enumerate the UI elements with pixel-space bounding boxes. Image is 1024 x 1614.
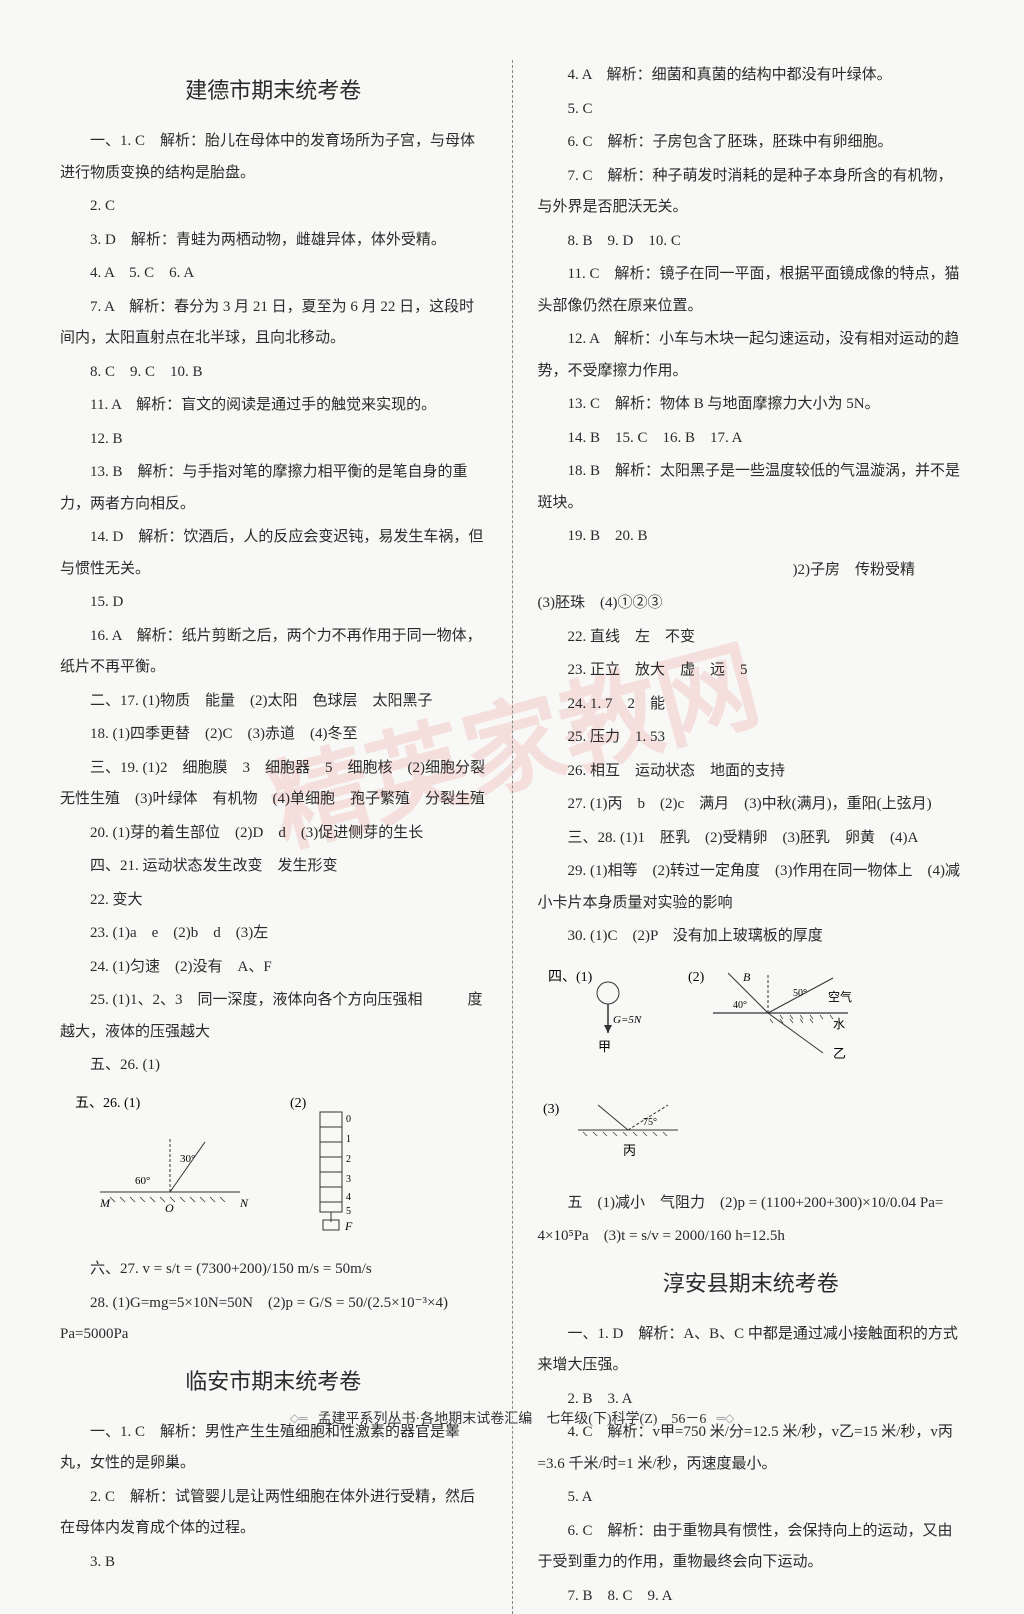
text-line: 27. (1)丙 b (2)c 满月 (3)中秋(满月)，重阳(上弦月) xyxy=(538,789,965,821)
svg-text:75°: 75° xyxy=(643,1117,657,1128)
text-line: 8. B 9. D 10. C xyxy=(538,226,965,258)
text-line: 12. B xyxy=(60,424,487,456)
text-line: 22. 直线 左 不变 xyxy=(538,622,965,654)
svg-text:O: O xyxy=(165,1201,174,1215)
text-line: 7. A 解析：春分为 3 月 21 日，夏至为 6 月 22 日，这段时间内，… xyxy=(60,292,487,355)
svg-text:(2): (2) xyxy=(290,1096,307,1111)
text-line: 26. 相互 运动状态 地面的支持 xyxy=(538,756,965,788)
text-line: 6. C 解析：由于重物具有惯性，会保持向上的运动，又由于受到重力的作用，重物最… xyxy=(538,1516,965,1579)
svg-text:N: N xyxy=(239,1196,249,1210)
right-column: 4. A 解析：细菌和真菌的结构中都没有叶绿体。 5. C 6. C 解析：子房… xyxy=(538,60,965,1614)
chunan-title: 淳安县期末统考卷 xyxy=(538,1261,965,1307)
column-divider xyxy=(512,60,513,1614)
text-line: 4. A 5. C 6. A xyxy=(60,258,487,290)
text-line: 4. A 解析：细菌和真菌的结构中都没有叶绿体。 xyxy=(538,60,965,92)
formula-27: 六、27. v = s/t = (7300+200)/150 m/s = 50m… xyxy=(60,1254,487,1286)
text-line: 8. C 9. C 10. B xyxy=(60,357,487,389)
text-line: 6. C 解析：子房包含了胚珠，胚珠中有卵细胞。 xyxy=(538,127,965,159)
text-line: 三、28. (1)1 胚乳 (2)受精卵 (3)胚乳 卵黄 (4)A xyxy=(538,823,965,855)
svg-text:G=5N: G=5N xyxy=(613,1014,642,1026)
text-line: )2)子房 传粉受精 xyxy=(538,555,965,587)
main-columns: 建德市期末统考卷 一、1. C 解析：胎儿在母体中的发育场所为子宫，与母体进行物… xyxy=(60,60,964,1614)
text-line: 13. B 解析：与手指对笔的摩擦力相平衡的是笔自身的重力，两者方向相反。 xyxy=(60,457,487,520)
text-line: 二、17. (1)物质 能量 (2)太阳 色球层 太阳黑子 xyxy=(60,686,487,718)
left-column: 建德市期末统考卷 一、1. C 解析：胎儿在母体中的发育场所为子宫，与母体进行物… xyxy=(60,60,487,1614)
text-line: 11. A 解析：盲文的阅读是通过手的触觉来实现的。 xyxy=(60,390,487,422)
svg-text:40°: 40° xyxy=(733,1000,747,1011)
svg-text:1: 1 xyxy=(346,1134,351,1145)
svg-text:乙: 乙 xyxy=(833,1046,846,1061)
svg-text:(2): (2) xyxy=(688,970,705,985)
text-line: 5. A xyxy=(538,1482,965,1514)
svg-text:(3): (3) xyxy=(543,1102,560,1117)
text-line: 2. C xyxy=(60,191,487,223)
text-line: 3. B xyxy=(60,1547,487,1579)
text-line: 25. 压力 1. 53 xyxy=(538,722,965,754)
diagram-26: 五、26. (1) M N O 30° 60° (2) 0 xyxy=(60,1092,487,1245)
formula-28: 28. (1)G=mg=5×10N=50N (2)p = G/S = 50/(2… xyxy=(60,1288,487,1351)
text-line: 三、19. (1)2 细胞膜 3 细胞器 5 细胞核 (2)细胞分裂 无性生殖 … xyxy=(60,753,487,816)
text-line: 19. B 20. B xyxy=(538,521,965,553)
formula-5: 五 (1)减小 气阻力 (2)p = (1100+200+300)×10/0.0… xyxy=(538,1188,965,1220)
text-line: 11. C 解析：镜子在同一平面，根据平面镜成像的特点，猫头部像仍然在原来位置。 xyxy=(538,259,965,322)
svg-text:50°: 50° xyxy=(793,988,807,999)
text-line: 2. B 3. A xyxy=(538,1384,965,1416)
text-line: 12. A 解析：小车与木块一起匀速运动，没有相对运动的趋势，不受摩擦力作用。 xyxy=(538,324,965,387)
text-line: 30. (1)C (2)P 没有加上玻璃板的厚度 xyxy=(538,921,965,953)
text-line: 13. C 解析：物体 B 与地面摩擦力大小为 5N。 xyxy=(538,389,965,421)
svg-text:甲: 甲 xyxy=(598,1039,611,1054)
text-line: 25. (1)1、2、3 同一深度，液体向各个方向压强相 度越大，液体的压强越大 xyxy=(60,985,487,1048)
svg-text:2: 2 xyxy=(346,1154,351,1165)
diagram-3: (3) 75° 丙 xyxy=(538,1095,965,1178)
text-line: 7. C 解析：种子萌发时消耗的是种子本身所含的有机物，与外界是否肥沃无关。 xyxy=(538,161,965,224)
text-line: 5. C xyxy=(538,94,965,126)
text-line: 22. 变大 xyxy=(60,885,487,917)
svg-text:空气: 空气 xyxy=(828,989,852,1004)
label-26-1: 五、26. (1) xyxy=(75,1096,141,1111)
jiande-title: 建德市期末统考卷 xyxy=(60,68,487,114)
text-line: 14. B 15. C 16. B 17. A xyxy=(538,423,965,455)
text-line: 18. (1)四季更替 (2)C (3)赤道 (4)冬至 xyxy=(60,719,487,751)
text-line: 一、1. C 解析：胎儿在母体中的发育场所为子宫，与母体进行物质变换的结构是胎盘… xyxy=(60,126,487,189)
formula-5b: 4×10⁵Pa (3)t = s/v = 2000/160 h=12.5h xyxy=(538,1221,965,1253)
text-line: 24. (1)匀速 (2)没有 A、F xyxy=(60,952,487,984)
text-line: 3. D 解析：青蛙为两栖动物，雌雄异体，体外受精。 xyxy=(60,225,487,257)
svg-text:水: 水 xyxy=(833,1017,845,1031)
svg-text:F: F xyxy=(344,1219,353,1232)
svg-text:M: M xyxy=(99,1196,111,1210)
text-line: 一、1. C 解析：男性产生生殖细胞和性激素的器官是睾丸，女性的是卵巢。 xyxy=(60,1417,487,1480)
text-line: 14. D 解析：饮酒后，人的反应会变迟钝，易发生车祸，但与惯性无关。 xyxy=(60,522,487,585)
svg-text:30°: 30° xyxy=(180,1153,195,1165)
diagram-4: 四、(1) G=5N 甲 (2) B 40° 50° 空气 水 乙 xyxy=(538,963,965,1086)
text-line: 24. 1. 7 2 能 xyxy=(538,689,965,721)
svg-text:0: 0 xyxy=(346,1114,351,1125)
text-line: (3)胚珠 (4)①②③ xyxy=(538,588,965,620)
text-line: 15. D xyxy=(60,587,487,619)
svg-text:四、(1): 四、(1) xyxy=(548,970,593,985)
svg-text:4: 4 xyxy=(346,1192,351,1203)
text-line: 五、26. (1) xyxy=(60,1050,487,1082)
text-line: 23. 正立 放大 虚 远 5 xyxy=(538,655,965,687)
text-line: 7. B 8. C 9. A xyxy=(538,1581,965,1613)
text-line: 2. C 解析：试管婴儿是让两性细胞在体外进行受精，然后在母体内发育成个体的过程… xyxy=(60,1482,487,1545)
svg-text:丙: 丙 xyxy=(623,1143,636,1158)
text-line: 16. A 解析：纸片剪断之后，两个力不再作用于同一物体，纸片不再平衡。 xyxy=(60,621,487,684)
svg-text:B: B xyxy=(743,970,751,984)
text-line: 四、21. 运动状态发生改变 发生形变 xyxy=(60,851,487,883)
text-line: 23. (1)a e (2)b d (3)左 xyxy=(60,918,487,950)
text-line: 29. (1)相等 (2)转过一定角度 (3)作用在同一物体上 (4)减小卡片本… xyxy=(538,856,965,919)
linan-title: 临安市期末统考卷 xyxy=(60,1359,487,1405)
text-line: 一、1. D 解析：A、B、C 中都是通过减小接触面积的方式来增大压强。 xyxy=(538,1319,965,1382)
text-line: 18. B 解析：太阳黑子是一些温度较低的气温漩涡，并不是斑块。 xyxy=(538,456,965,519)
text-line: 4. C 解析：v甲=750 米/分=12.5 米/秒，v乙=15 米/秒，v丙… xyxy=(538,1417,965,1480)
svg-text:3: 3 xyxy=(346,1174,351,1185)
svg-text:60°: 60° xyxy=(135,1175,150,1187)
text-line: 20. (1)芽的着生部位 (2)D d (3)促进侧芽的生长 xyxy=(60,818,487,850)
svg-text:5: 5 xyxy=(346,1206,351,1217)
